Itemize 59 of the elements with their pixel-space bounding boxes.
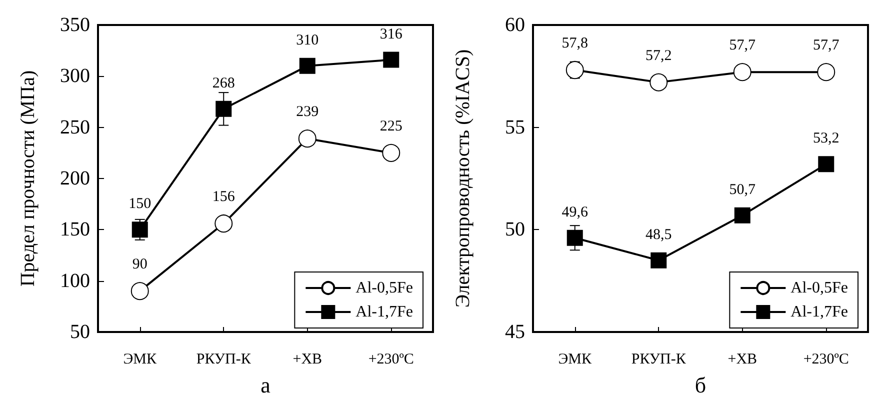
data-label: 268 <box>212 75 235 92</box>
y-tick-label: 300 <box>60 65 90 88</box>
y-tick-label: 200 <box>60 168 90 190</box>
y-tick-label: 350 <box>60 14 90 36</box>
y-tick-label: 150 <box>60 218 90 241</box>
legend-label: Al-0,5Fe <box>356 280 413 296</box>
x-tick-label: +230ºС <box>368 352 414 368</box>
data-label: 50,7 <box>729 182 756 198</box>
point <box>214 214 233 233</box>
x-tick-label: +ХВ <box>728 352 758 368</box>
point <box>130 282 149 300</box>
x-tick-label: ЭМК <box>558 352 592 368</box>
y-tick-label: 60 <box>505 14 525 36</box>
x-tick-label: ЭМК <box>123 352 158 368</box>
data-label: 316 <box>380 26 403 42</box>
y-tick-label: 100 <box>60 270 90 292</box>
point <box>818 156 834 172</box>
point <box>566 61 584 80</box>
data-label: 57,8 <box>562 36 588 52</box>
data-label: 57,7 <box>729 38 756 54</box>
data-label: 310 <box>296 32 319 48</box>
point <box>734 207 750 224</box>
point <box>733 63 752 82</box>
point <box>650 73 668 92</box>
point <box>383 52 400 68</box>
legend-label: Al-1,7Fe <box>790 304 848 320</box>
y-tick-label: 55 <box>505 116 525 138</box>
legend-label: Al-1,7Fe <box>356 304 413 320</box>
point <box>566 230 583 246</box>
y-tick-label: 50 <box>505 218 525 241</box>
x-tick-label: РКУП-К <box>631 352 687 368</box>
point <box>817 63 836 82</box>
point <box>650 252 667 268</box>
y-tick-label: 50 <box>70 321 90 343</box>
y-tick-label: 250 <box>60 116 90 138</box>
data-label: 48,5 <box>646 226 672 243</box>
point <box>299 58 316 74</box>
data-label: 90 <box>132 256 148 273</box>
x-tick-label: +230ºС <box>803 352 849 368</box>
x-axis-title: б <box>694 372 706 398</box>
x-tick-label: РКУП-К <box>196 352 252 368</box>
data-label: 239 <box>296 104 319 120</box>
data-label: 49,6 <box>562 204 588 220</box>
data-label: 57,2 <box>646 48 672 64</box>
point <box>132 222 148 238</box>
data-label: 150 <box>128 196 152 212</box>
point <box>298 130 316 148</box>
data-label: 156 <box>212 189 236 206</box>
legend-label: Al-0,5Fe <box>790 280 848 296</box>
data-label: 225 <box>380 118 402 134</box>
y-axis-title: Электропроводность (%IACS) <box>452 49 474 308</box>
x-tick-label: +ХВ <box>292 352 322 368</box>
x-axis-title: а <box>260 372 271 398</box>
y-tick-label: 45 <box>505 321 525 343</box>
y-axis-title: Предел прочности (МПа) <box>17 70 39 287</box>
data-label: 57,7 <box>813 38 840 54</box>
data-label: 53,2 <box>813 130 840 147</box>
point <box>216 100 232 117</box>
point <box>382 144 400 162</box>
